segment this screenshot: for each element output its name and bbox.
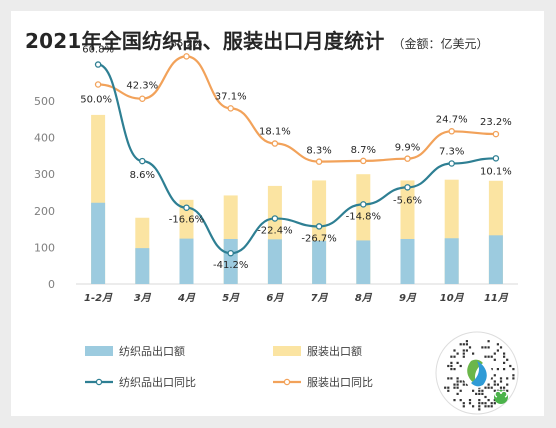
textile-yoy-data-label: 7.3% bbox=[439, 146, 464, 157]
textile-yoy-point bbox=[315, 223, 323, 230]
legend-marker bbox=[283, 378, 291, 386]
textile-bar bbox=[223, 238, 238, 284]
apparel-yoy-data-label: 42.3% bbox=[126, 81, 158, 92]
y-tick-label: 300 bbox=[34, 168, 55, 181]
x-tick-label: 10月 bbox=[440, 292, 465, 304]
textile-yoy-data-label: -26.7% bbox=[301, 233, 336, 244]
qr-code bbox=[435, 331, 519, 415]
apparel-yoy-point bbox=[315, 158, 323, 165]
x-tick-label: 3月 bbox=[134, 292, 152, 304]
textile-bar bbox=[400, 238, 415, 284]
textile-bar bbox=[444, 238, 459, 284]
legend-label: 服装出口同比 bbox=[307, 375, 373, 389]
apparel-yoy-data-label: 23.2% bbox=[480, 117, 512, 128]
textile-yoy-point bbox=[139, 157, 146, 165]
x-tick-label: 7月 bbox=[311, 292, 329, 304]
chart-card: 2021年全国纺织品、服装出口月度统计 （金额：亿美元） 0 100 200 300 40… bbox=[11, 11, 544, 416]
legend-label: 服装出口额 bbox=[307, 344, 362, 358]
x-tick-label: 8月 bbox=[355, 292, 373, 304]
textile-bar bbox=[179, 238, 194, 284]
apparel-yoy-point bbox=[360, 157, 367, 165]
textile-yoy-data-label: -22.4% bbox=[257, 225, 292, 236]
textile-yoy-point bbox=[360, 201, 367, 208]
textile-bar bbox=[312, 240, 327, 284]
apparel-yoy-point bbox=[448, 128, 455, 135]
y-tick-label: 0 bbox=[48, 278, 55, 291]
legend-marker bbox=[95, 378, 103, 386]
apparel-yoy-data-label: 37.1% bbox=[215, 91, 247, 102]
textile-yoy-data-label: 10.1% bbox=[480, 166, 512, 177]
textile-bar bbox=[356, 240, 371, 284]
y-tick-label: 400 bbox=[34, 132, 55, 145]
x-tick-label: 11月 bbox=[484, 292, 509, 304]
y-tick-label: 500 bbox=[34, 95, 55, 108]
textile-yoy-line bbox=[97, 63, 496, 255]
textile-bar bbox=[267, 239, 282, 284]
textile-yoy-data-label: -16.6% bbox=[169, 215, 204, 226]
y-tick-label: 200 bbox=[34, 205, 55, 218]
apparel-yoy-data-label: 50.0% bbox=[80, 95, 112, 106]
apparel-yoy-point bbox=[139, 95, 146, 102]
apparel-yoy-line bbox=[98, 55, 496, 163]
textile-yoy-point bbox=[404, 184, 411, 191]
legend-swatch bbox=[85, 346, 113, 356]
apparel-yoy-point bbox=[94, 81, 102, 88]
apparel-yoy-data-label: 8.3% bbox=[306, 146, 331, 157]
textile-yoy-data-label: 8.6% bbox=[130, 170, 155, 181]
textile-bar bbox=[91, 202, 106, 284]
textile-yoy-point bbox=[448, 160, 455, 167]
apparel-yoy-data-label: 24.7% bbox=[436, 114, 468, 125]
apparel-yoy-data-label: 9.9% bbox=[395, 143, 420, 154]
x-tick-label: 1-2月 bbox=[84, 292, 113, 304]
textile-yoy-point bbox=[227, 249, 234, 257]
apparel-yoy-data-label: 8.7% bbox=[351, 145, 376, 156]
apparel-yoy-point bbox=[227, 105, 234, 112]
chart-title: 2021年全国纺织品、服装出口月度统计 bbox=[25, 29, 385, 53]
textile-yoy-data-label: -5.6% bbox=[393, 195, 422, 206]
apparel-yoy-data-label: 18.1% bbox=[259, 127, 291, 138]
textile-yoy-point bbox=[492, 155, 500, 162]
textile-yoy-point bbox=[271, 215, 279, 222]
apparel-yoy-data-label: 65.2% bbox=[171, 38, 203, 49]
textile-bar bbox=[488, 235, 503, 284]
x-tick-label: 6月 bbox=[266, 292, 284, 304]
x-tick-label: 5月 bbox=[222, 292, 240, 304]
x-tick-label: 4月 bbox=[177, 292, 196, 304]
textile-yoy-data-label: -41.2% bbox=[213, 260, 248, 271]
x-tick-label: 9月 bbox=[399, 292, 417, 304]
chart: 0 100 200 300 400 500 1-2月 3月 4月 5月 6月 7月 8月 9月 10月 11月… bbox=[34, 38, 518, 389]
legend-swatch bbox=[273, 346, 301, 356]
textile-yoy-point bbox=[94, 61, 102, 68]
title-row: 2021年全国纺织品、服装出口月度统计 （金额：亿美元） bbox=[25, 25, 488, 54]
apparel-yoy-point bbox=[404, 155, 411, 162]
legend-label: 纺织品出口额 bbox=[119, 344, 185, 358]
apparel-yoy-point bbox=[271, 140, 279, 147]
textile-yoy-point bbox=[183, 204, 190, 211]
apparel-yoy-point bbox=[492, 130, 500, 138]
textile-bar bbox=[135, 248, 150, 284]
y-tick-label: 100 bbox=[34, 241, 55, 254]
textile-yoy-data-label: 60.8% bbox=[82, 45, 114, 56]
textile-yoy-data-label: -14.8% bbox=[346, 211, 381, 222]
apparel-yoy-point bbox=[183, 53, 190, 60]
legend-label: 纺织品出口同比 bbox=[119, 375, 196, 389]
unit-note: （金额：亿美元） bbox=[392, 37, 489, 51]
